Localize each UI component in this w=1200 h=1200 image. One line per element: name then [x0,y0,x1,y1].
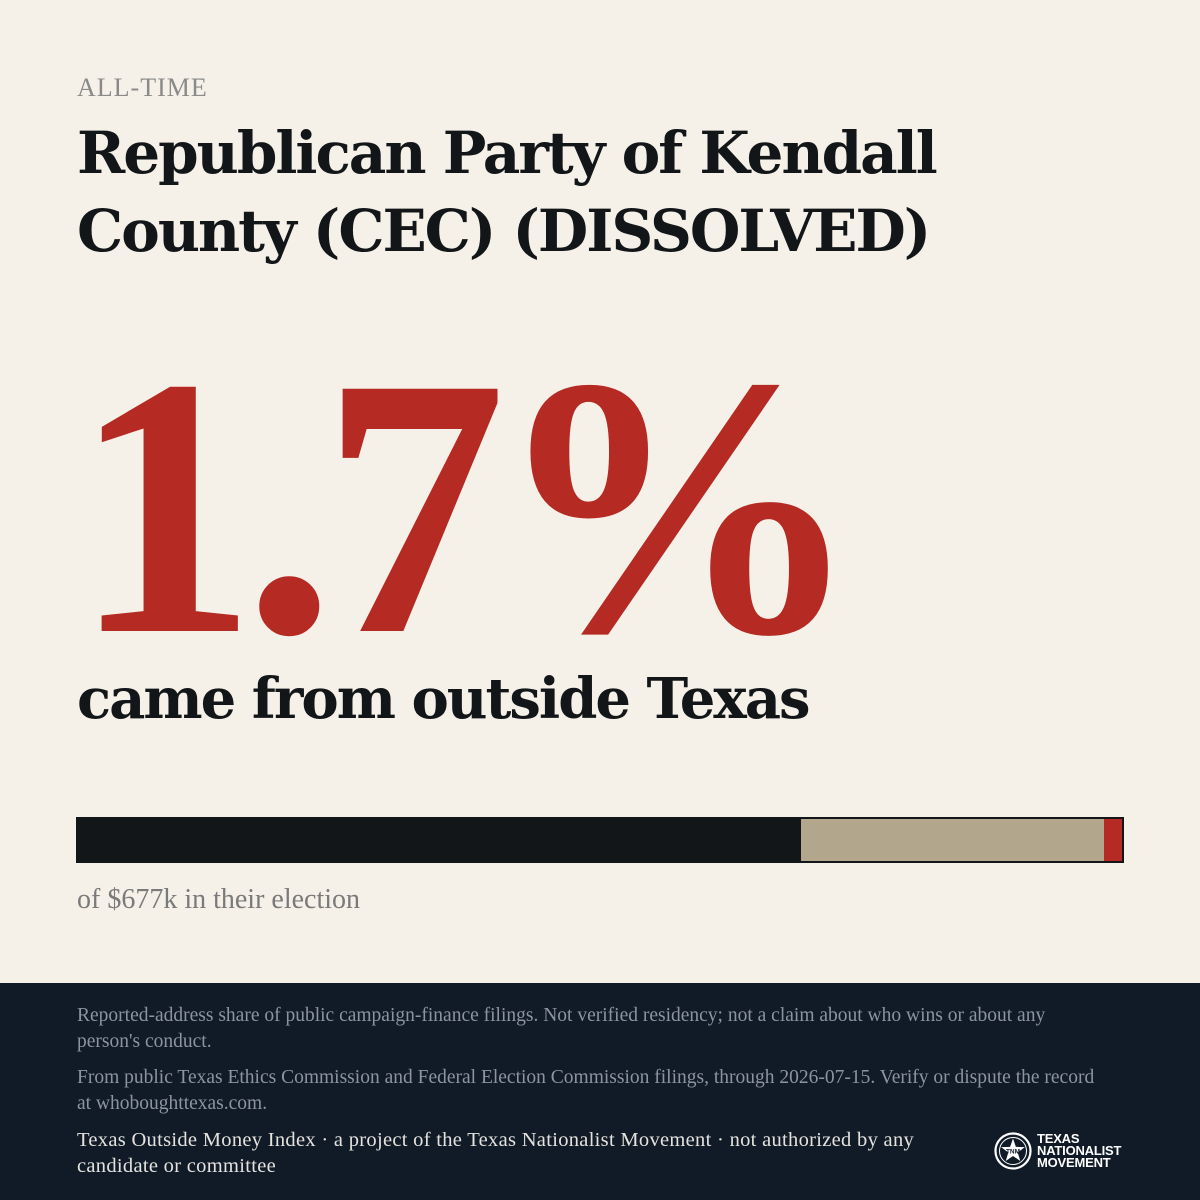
tnm-logo: TNM TEXAS NATIONALIST MOVEMENT [993,1131,1121,1171]
period-label: ALL-TIME [77,73,208,102]
total-raised-caption: of $677k in their election [77,884,361,915]
outside-share-value: 1.7% [72,302,862,712]
share-bar [76,817,1124,863]
logo-line-2: NATIONALIST [1037,1143,1122,1158]
outside-share-caption: came from outside Texas [77,666,811,732]
share-bar-segment-outside [1104,819,1122,861]
share-bar-segment-other [801,819,1105,861]
footer-source: From public Texas Ethics Commission and … [77,1067,1095,1114]
star-seal-icon: TNM [993,1131,1033,1171]
svg-text:TNM: TNM [1006,1149,1020,1156]
footer-credit: Texas Outside Money Index · a project of… [77,1129,915,1177]
share-bar-segment-instate [78,819,802,861]
footer-disclaimer: Reported-address share of public campaig… [77,1005,1046,1052]
logo-line-3: MOVEMENT [1037,1155,1111,1170]
logo-line-1: TEXAS [1037,1131,1080,1146]
page-title: Republican Party of Kendall County (CEC)… [77,119,938,265]
